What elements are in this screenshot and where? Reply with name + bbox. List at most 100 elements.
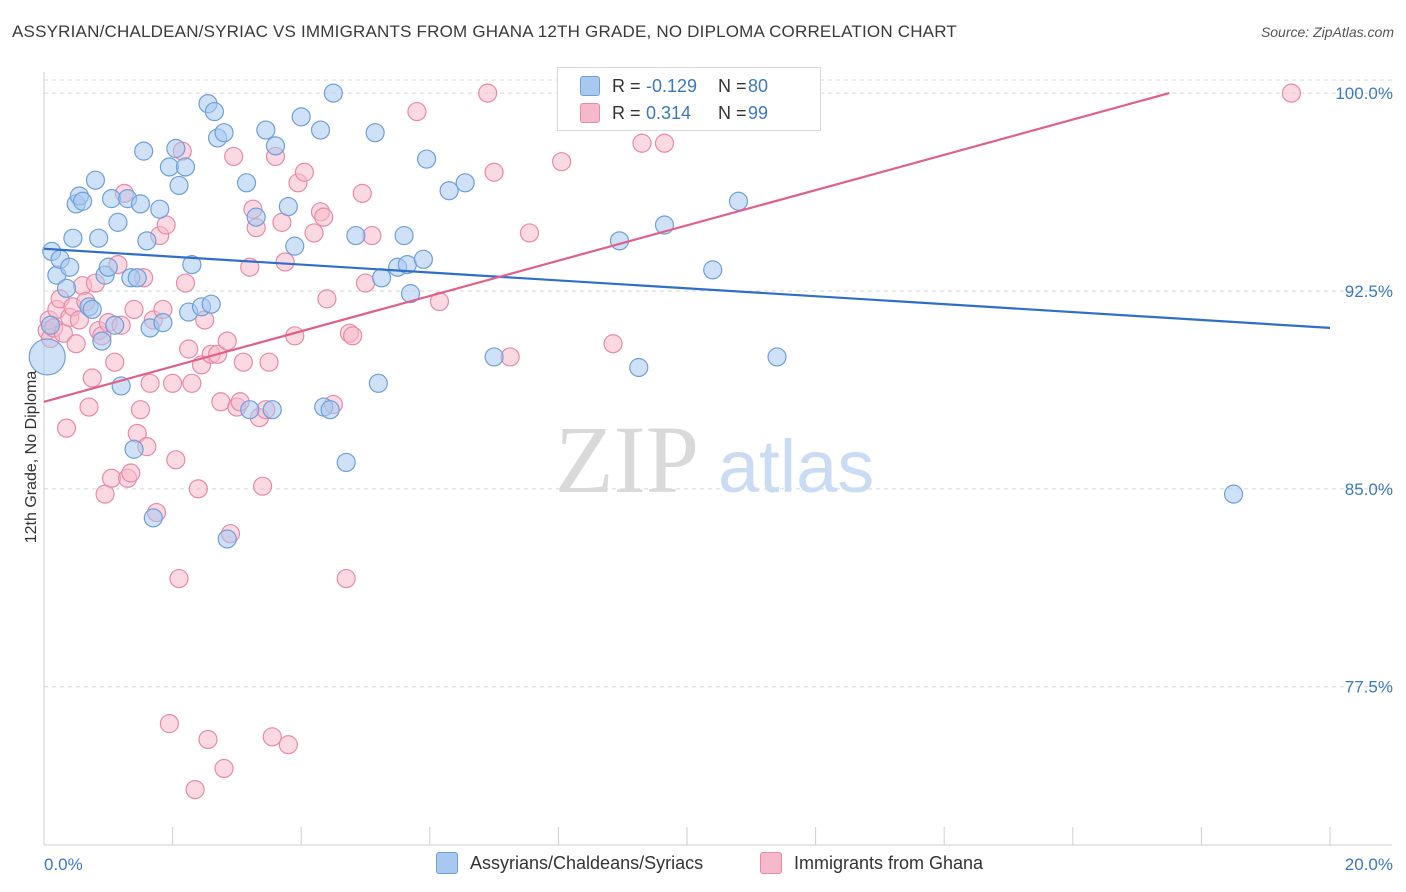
data-point: [1281, 83, 1302, 103]
data-point: [400, 284, 421, 304]
series-swatch-blue: [436, 852, 458, 874]
data-point: [259, 352, 279, 372]
trend-line-assyrian: [43, 247, 1331, 330]
data-point: [85, 170, 106, 190]
data-point: [66, 334, 86, 354]
data-point: [728, 191, 749, 211]
source-credit: Source: ZipAtlas.com: [1260, 24, 1394, 40]
data-point: [355, 273, 376, 293]
data-point: [767, 347, 787, 367]
data-point: [314, 207, 334, 227]
data-point: [484, 162, 504, 182]
data-point: [28, 338, 66, 376]
series-legend-ghana[interactable]: Immigrants from Ghana: [760, 852, 983, 874]
data-point: [262, 727, 282, 747]
data-point: [179, 339, 199, 359]
series-legend: Assyrians/Chaldeans/Syriacs Immigrants f…: [0, 852, 1406, 876]
legend-swatch-blue: [580, 76, 600, 96]
series-swatch-pink: [760, 852, 782, 874]
data-point: [185, 779, 205, 800]
data-point: [159, 714, 179, 734]
data-point: [413, 249, 433, 269]
data-point: [632, 133, 652, 153]
data-point: [275, 252, 295, 272]
data-point: [105, 315, 125, 335]
legend-r-value: 0.314: [646, 102, 692, 123]
x-tick-label: 0.0%: [44, 855, 83, 874]
watermark: ZIP atlas: [555, 406, 874, 513]
data-point: [552, 152, 572, 172]
data-point: [352, 183, 372, 203]
data-point: [519, 223, 540, 243]
legend-r-label: R =: [612, 75, 641, 96]
data-point: [233, 352, 253, 372]
data-point: [175, 157, 196, 177]
y-axis-title: 12th Grade, No Diploma: [23, 371, 40, 544]
data-point: [265, 136, 286, 156]
data-point: [169, 568, 189, 589]
legend-n-value: 80: [748, 75, 769, 96]
data-point: [92, 331, 112, 351]
series-legend-assyrian[interactable]: Assyrians/Chaldeans/Syriacs: [436, 852, 703, 874]
data-point: [130, 400, 151, 420]
legend-r-label: R =: [612, 102, 641, 123]
gridlines: [44, 79, 1392, 688]
data-point: [143, 508, 163, 528]
data-point: [217, 529, 237, 549]
data-point: [89, 228, 109, 248]
data-point: [101, 189, 122, 209]
data-point: [654, 133, 675, 153]
data-point: [127, 268, 147, 288]
data-point: [140, 373, 160, 393]
data-point: [217, 331, 237, 351]
data-point: [343, 326, 363, 346]
data-point: [130, 194, 151, 214]
data-point: [609, 231, 630, 251]
legend-n-label: N =: [718, 75, 747, 96]
data-point: [201, 294, 221, 314]
data-point: [82, 368, 102, 388]
data-point: [124, 299, 144, 320]
data-point: [394, 225, 414, 246]
data-point: [500, 347, 520, 367]
data-point: [603, 334, 623, 354]
data-point: [137, 231, 157, 251]
data-point: [320, 400, 340, 420]
y-tick-label: 92.5%: [1345, 282, 1393, 301]
data-point: [82, 299, 102, 320]
data-point: [98, 257, 118, 277]
data-point: [150, 199, 170, 219]
legend-r-value: -0.129: [646, 75, 698, 96]
data-point: [416, 149, 437, 169]
data-point: [169, 175, 189, 196]
data-point: [101, 468, 122, 488]
data-point: [56, 418, 77, 438]
data-point: [188, 479, 208, 499]
chart-title: ASSYRIAN/CHALDEAN/SYRIAC VS IMMIGRANTS F…: [12, 22, 957, 41]
data-point: [72, 191, 93, 211]
x-tick-label: 20.0%: [1345, 855, 1393, 874]
data-point: [214, 123, 234, 143]
data-point: [484, 347, 504, 367]
watermark-zip: ZIP: [555, 406, 699, 513]
data-point: [1223, 484, 1244, 504]
data-point: [214, 758, 234, 779]
legend-n-value: 99: [748, 102, 769, 123]
data-point: [246, 207, 266, 227]
data-point: [79, 397, 99, 417]
data-point: [278, 196, 298, 217]
tick-labels: 77.5% 85.0% 92.5% 100.0% 0.0% 20.0%: [44, 84, 1393, 874]
data-point: [629, 357, 649, 378]
legend-row-assyrian: R = -0.129 N = 80: [580, 73, 768, 99]
axes: [43, 72, 1392, 846]
correlation-legend: R = -0.129 N = 80 R = 0.314 N = 99: [557, 67, 821, 131]
data-point: [285, 236, 305, 256]
data-point: [63, 228, 83, 248]
data-point: [294, 162, 315, 182]
trend-line-ghana: [43, 92, 1170, 403]
data-point: [323, 83, 343, 103]
series-legend-label: Immigrants from Ghana: [794, 852, 984, 873]
data-point: [124, 439, 144, 459]
data-point: [371, 268, 392, 288]
